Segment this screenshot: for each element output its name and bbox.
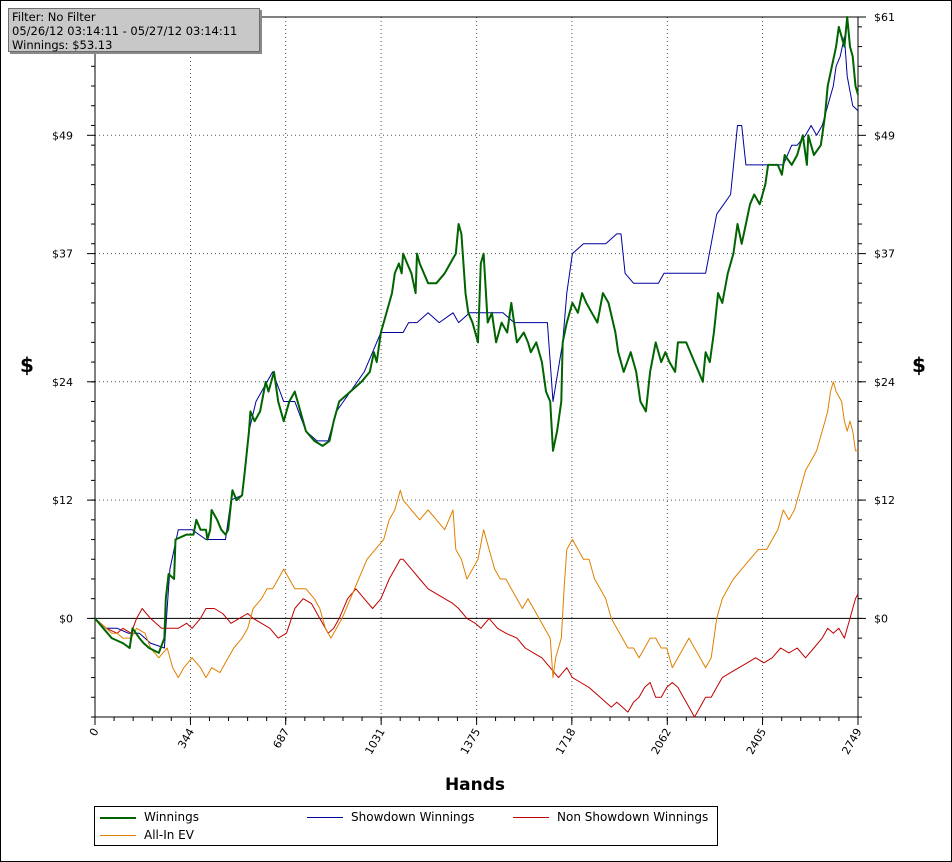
y-axis-label-left: $ [20, 353, 34, 377]
series-lines [94, 16, 859, 718]
legend-label: Non Showdown Winnings [557, 810, 709, 824]
x-tick-label: 344 [175, 726, 197, 751]
y-tick-label-left: $0 [59, 612, 73, 625]
legend: Winnings Showdown Winnings Non Showdown … [94, 806, 718, 846]
y-tick-label-left: $12 [52, 494, 73, 507]
y-tick-label-right: $24 [874, 376, 895, 389]
legend-label: All-In EV [144, 828, 194, 842]
x-tick-label: 0 [87, 726, 102, 739]
date-range-text: 05/26/12 03:14:11 - 05/27/12 03:14:11 [12, 24, 238, 38]
y-tick-label-right: $0 [874, 612, 888, 625]
x-tick-label: 2062 [649, 726, 674, 757]
legend-label: Winnings [144, 810, 199, 824]
series-line-winnings [94, 16, 859, 654]
y-tick-label-right: $49 [874, 129, 895, 142]
y-tick-label-left: $24 [52, 376, 73, 389]
y-tick-label-left: $37 [52, 248, 73, 261]
grid-lines [95, 17, 858, 717]
x-tick-label: 2749 [839, 726, 864, 757]
y-tick-label-right: $37 [874, 248, 895, 261]
y-tick-label-right: $61 [874, 11, 895, 24]
y-tick-label-left: $49 [52, 129, 73, 142]
legend-swatch [100, 835, 136, 836]
series-line-non-showdown-winnings [94, 558, 859, 718]
x-tick-label: 687 [271, 726, 293, 751]
series-line-showdown-winnings [94, 36, 859, 649]
winnings-text: Winnings: $53.13 [12, 38, 113, 52]
series-line-all-in-ev [94, 381, 858, 679]
legend-label: Showdown Winnings [351, 810, 475, 824]
x-axis-label: Hands [444, 775, 506, 795]
legend-swatch [307, 817, 343, 818]
axes [87, 16, 866, 725]
filter-text: Filter: No Filter [12, 10, 96, 24]
legend-swatch [513, 817, 549, 818]
x-tick-label: 1031 [362, 726, 387, 757]
y-axis-label-right: $ [912, 353, 926, 377]
x-tick-label: 1375 [458, 726, 483, 757]
filter-info-box: Filter: No Filter 05/26/12 03:14:11 - 05… [8, 8, 260, 52]
x-tick-label: 2405 [744, 726, 769, 757]
tick-labels: $0$0$12$12$24$24$37$37$49$49$61$61034468… [52, 11, 895, 757]
legend-swatch [100, 817, 136, 819]
x-tick-label: 1718 [553, 726, 578, 757]
y-tick-label-right: $12 [874, 494, 895, 507]
